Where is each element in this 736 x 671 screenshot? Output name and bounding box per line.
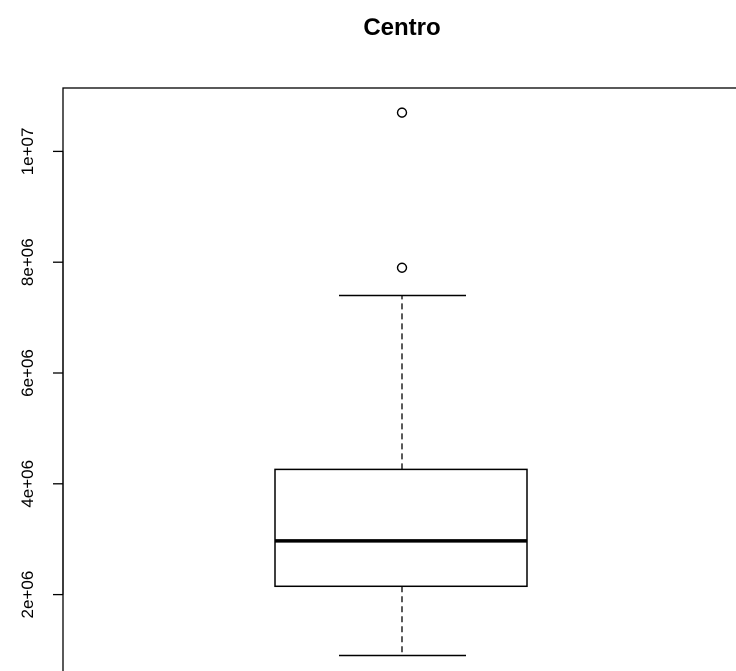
y-tick-label: 1e+07 <box>18 128 37 176</box>
iqr-box <box>274 468 528 588</box>
outlier-points <box>396 107 408 273</box>
chart-title: Centro <box>363 14 441 41</box>
y-tick-label: 8e+06 <box>18 238 37 286</box>
y-tick-label: 6e+06 <box>18 349 37 397</box>
y-axis-ticks: 2e+06 4e+06 6e+06 8e+06 1e+07 <box>18 128 63 619</box>
y-tick-label: 2e+06 <box>18 571 37 619</box>
box-group <box>274 294 528 657</box>
outlier-point <box>396 262 408 273</box>
y-tick-label: 4e+06 <box>18 460 37 508</box>
outlier-point <box>396 107 408 118</box>
